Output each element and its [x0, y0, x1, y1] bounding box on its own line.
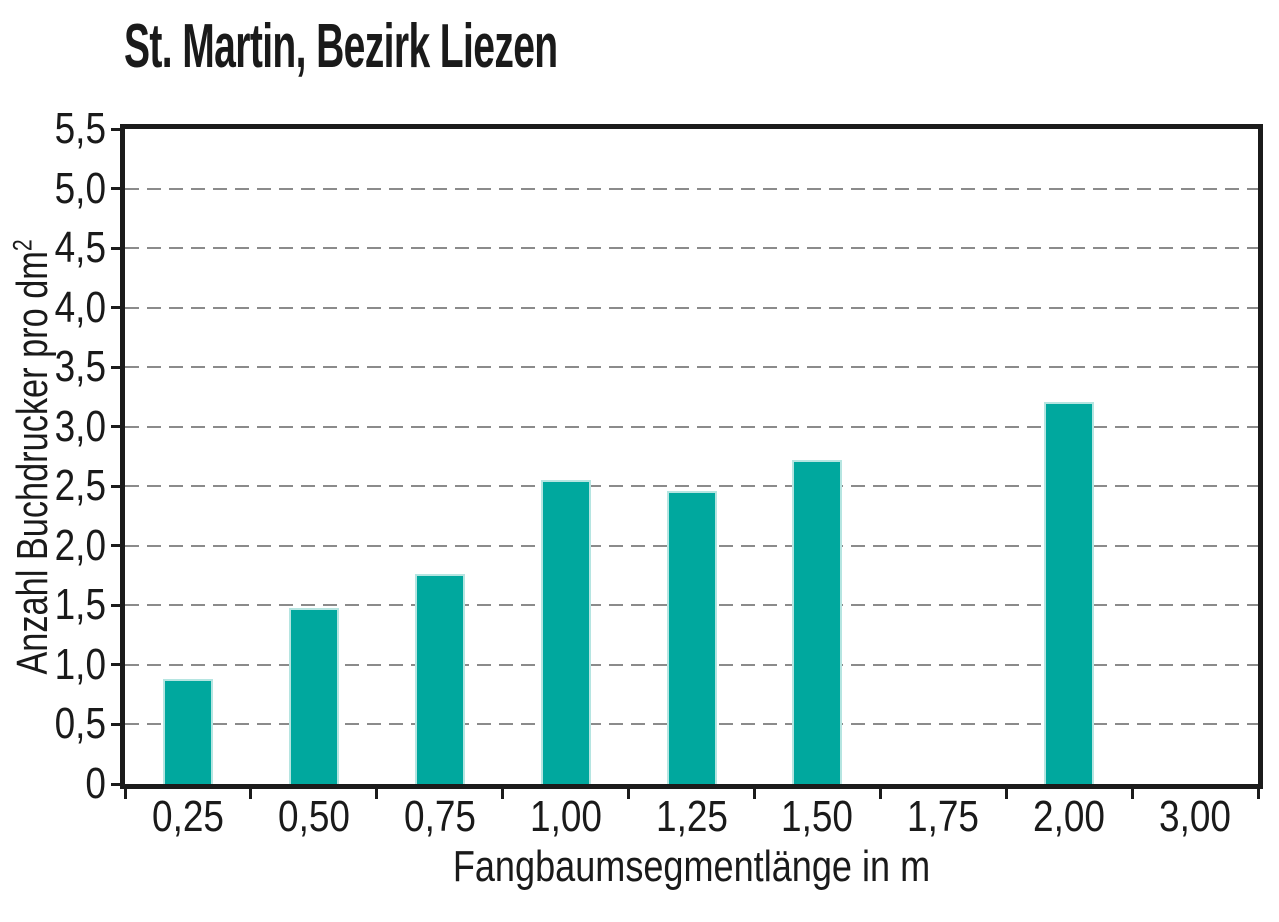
y-axis-tick-label: 3,0 [54, 401, 106, 451]
x-axis-tick-label: 3,00 [1159, 792, 1232, 841]
x-axis-tick-label: 0,25 [151, 792, 224, 841]
x-axis-tick [1004, 789, 1008, 799]
y-axis-tick [111, 425, 120, 429]
y-axis-tick [111, 484, 120, 488]
chart-title: St. Martin, Bezirk Liezen [124, 12, 558, 81]
y-axis-tick-label: 1,0 [54, 639, 106, 689]
gridline [125, 425, 1258, 428]
x-axis-tick-label: 1,00 [529, 792, 602, 841]
bar [414, 574, 465, 784]
x-axis-tick [501, 789, 505, 799]
gridline [125, 485, 1258, 488]
y-axis-tick [111, 127, 120, 131]
y-axis-tick [111, 365, 120, 369]
bar [1044, 401, 1095, 784]
x-axis-tick-label: 1,50 [781, 792, 854, 841]
x-axis-tick-label: 1,75 [907, 792, 980, 841]
x-axis-tick [627, 789, 631, 799]
bar [162, 679, 213, 784]
x-axis-tick [375, 789, 379, 799]
y-axis-tick-label: 0,5 [54, 699, 106, 749]
gridline [125, 187, 1258, 190]
y-axis-tick-label: 4,5 [54, 223, 106, 273]
y-axis-tick-label: 2,5 [54, 461, 106, 511]
x-axis-title: Fangbaumsegmentlänge in m [452, 842, 931, 891]
bar [666, 491, 717, 784]
x-axis-tick [1130, 789, 1134, 799]
y-axis-tick-label: 3,5 [54, 342, 106, 392]
x-axis-tick [249, 789, 253, 799]
x-axis-tick-label: 2,00 [1033, 792, 1106, 841]
y-axis-tick [111, 187, 120, 191]
x-axis-tick-label: 0,50 [277, 792, 350, 841]
y-axis-tick-label: 1,5 [54, 580, 106, 630]
x-axis-tick-label: 1,25 [655, 792, 728, 841]
y-axis-tick [111, 306, 120, 310]
bar [540, 480, 591, 784]
plot-area [125, 129, 1258, 784]
y-axis-tick-label: 5,5 [54, 104, 106, 153]
gridline [125, 306, 1258, 309]
y-axis-title-superscript: 2 [6, 238, 38, 251]
y-axis-tick [111, 722, 120, 726]
y-axis-tick [111, 782, 120, 786]
gridline [125, 366, 1258, 369]
bar [792, 460, 843, 784]
x-axis-tick-label: 0,75 [403, 792, 476, 841]
y-axis-tick-label: 5,0 [54, 163, 106, 213]
x-axis-tick [1256, 789, 1260, 799]
x-axis-tick [878, 789, 882, 799]
y-axis-tick-label: 0 [85, 759, 106, 808]
y-axis-tick-label: 4,0 [54, 282, 106, 332]
gridline [125, 247, 1258, 250]
y-axis-tick [111, 663, 120, 667]
y-axis-tick [111, 246, 120, 250]
x-axis-tick [123, 789, 127, 799]
y-axis-tick [111, 603, 120, 607]
y-axis-tick-label: 2,0 [54, 520, 106, 570]
bar [288, 607, 339, 784]
x-axis-tick [752, 789, 756, 799]
y-axis-tick [111, 544, 120, 548]
